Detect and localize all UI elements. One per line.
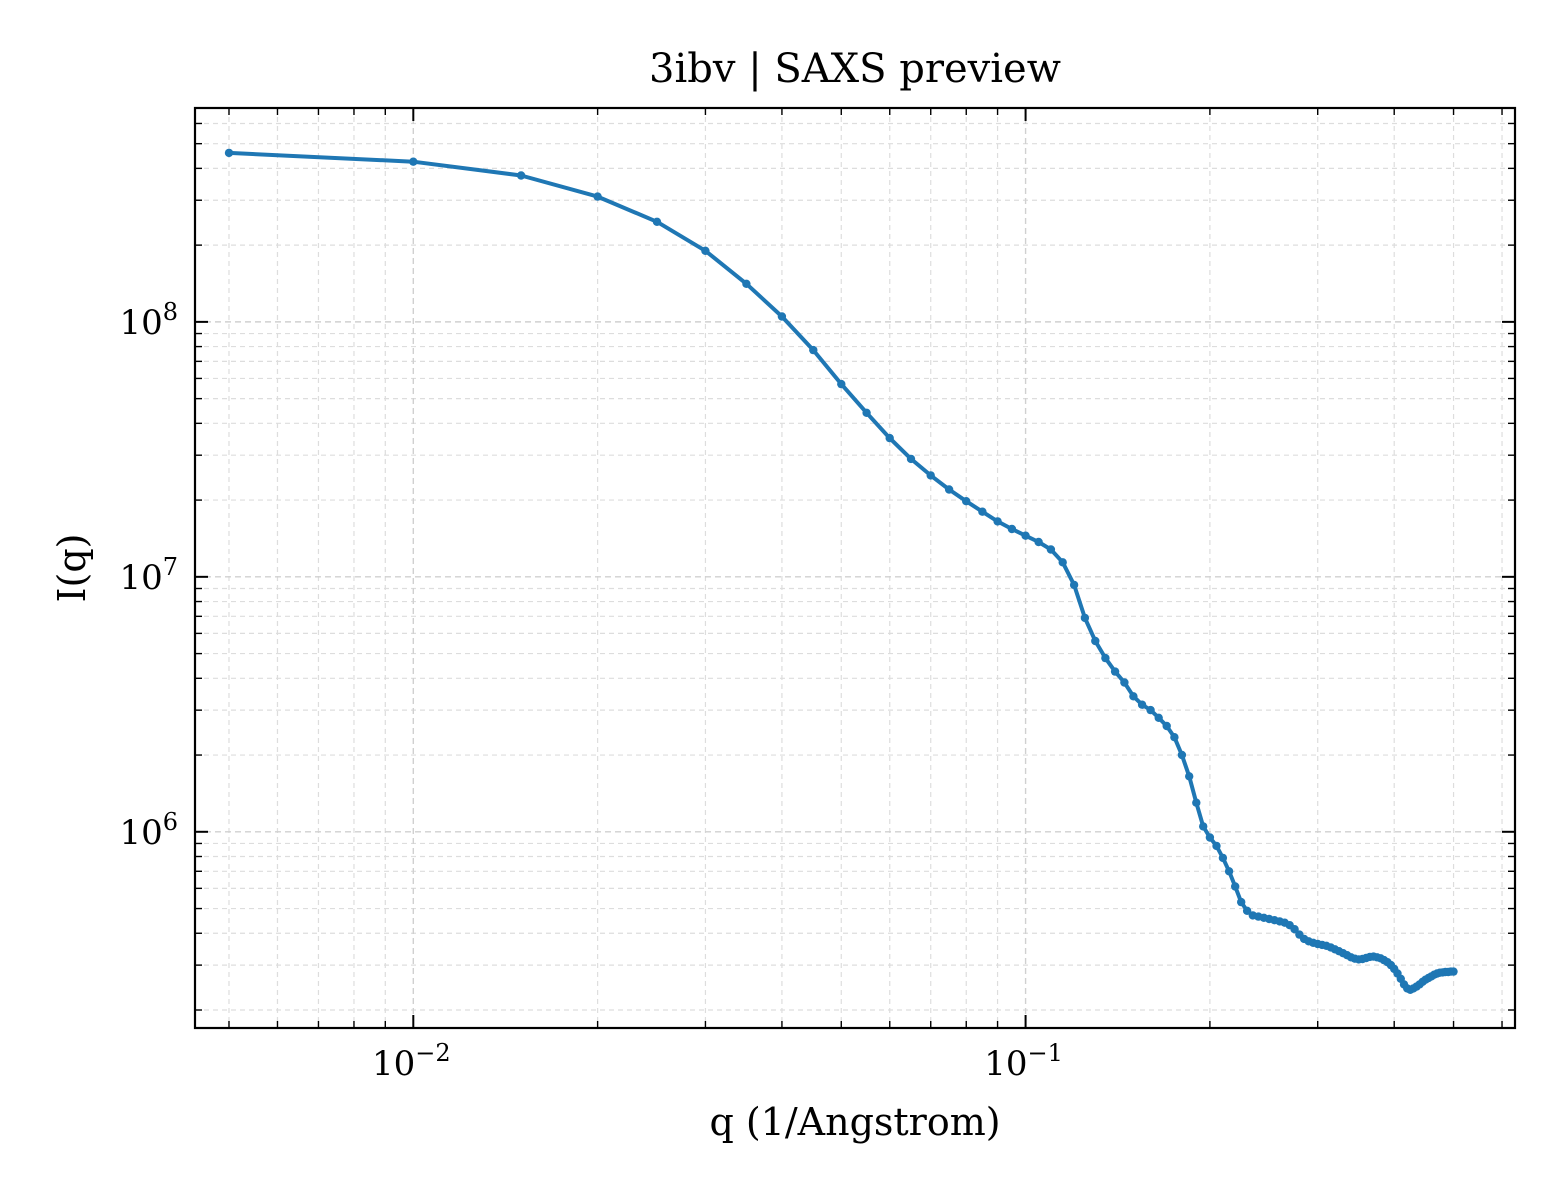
tick-labels: 10−2 10−1 106 107 108: [119, 298, 1062, 1084]
data-point: [1231, 882, 1240, 891]
x-tick-label: 10−1: [984, 1039, 1063, 1084]
data-point: [1237, 897, 1246, 907]
data-point: [944, 485, 954, 494]
data-point: [1290, 925, 1299, 934]
chart-title: 3ibv | SAXS preview: [649, 46, 1061, 92]
data-point: [1137, 700, 1147, 709]
data-point: [1046, 545, 1056, 554]
data-point: [1080, 613, 1090, 623]
data-point: [1242, 906, 1252, 915]
data-point: [993, 517, 1002, 526]
data-point: [978, 507, 987, 516]
data-point: [885, 433, 894, 443]
data-point: [516, 171, 526, 180]
y-axis-label: I(q): [50, 534, 94, 603]
data-point: [837, 379, 846, 389]
plot-frame: [193, 106, 1517, 1030]
data-point: [1192, 798, 1201, 807]
data-point: [1170, 733, 1179, 742]
data-point: [1101, 653, 1110, 663]
minor-gridlines: [195, 108, 1515, 1028]
series-layer: [224, 148, 1458, 994]
data-point: [1110, 667, 1120, 676]
major-gridlines: [195, 108, 1515, 1028]
data-point: [1069, 580, 1079, 590]
data-point: [593, 192, 602, 201]
data-point: [1120, 678, 1129, 687]
data-point: [1199, 822, 1208, 831]
data-point: [1224, 867, 1234, 876]
data-point: [1091, 636, 1100, 646]
data-point: [1185, 772, 1194, 781]
data-point: [1449, 967, 1458, 976]
data-point: [1177, 750, 1187, 760]
x-tick-label: 10−2: [372, 1039, 451, 1084]
data-point: [1058, 558, 1067, 567]
y-tick-label: 106: [119, 808, 178, 853]
data-point: [1021, 531, 1030, 540]
data-point: [1129, 692, 1138, 701]
data-point: [926, 471, 935, 480]
data-point: [777, 312, 787, 321]
data-point: [906, 454, 916, 464]
axis-ticks: [195, 108, 1515, 1028]
data-point: [1034, 537, 1043, 547]
data-point: [1162, 721, 1171, 731]
data-point: [224, 148, 234, 158]
data-point: [409, 157, 418, 166]
data-point: [1154, 713, 1163, 722]
data-point: [962, 497, 971, 506]
y-tick-label: 108: [119, 298, 178, 343]
data-point: [809, 345, 818, 355]
data-point: [1007, 524, 1017, 534]
y-tick-label: 107: [119, 553, 178, 598]
data-point: [701, 246, 710, 255]
data-point: [652, 217, 662, 226]
data-point: [1212, 841, 1221, 851]
data-point: [862, 408, 871, 417]
data-point: [1218, 853, 1228, 863]
x-axis-label: q (1/Angstrom): [709, 1100, 1000, 1144]
data-point: [1146, 705, 1155, 715]
data-point: [1205, 833, 1215, 842]
data-point: [742, 279, 751, 288]
